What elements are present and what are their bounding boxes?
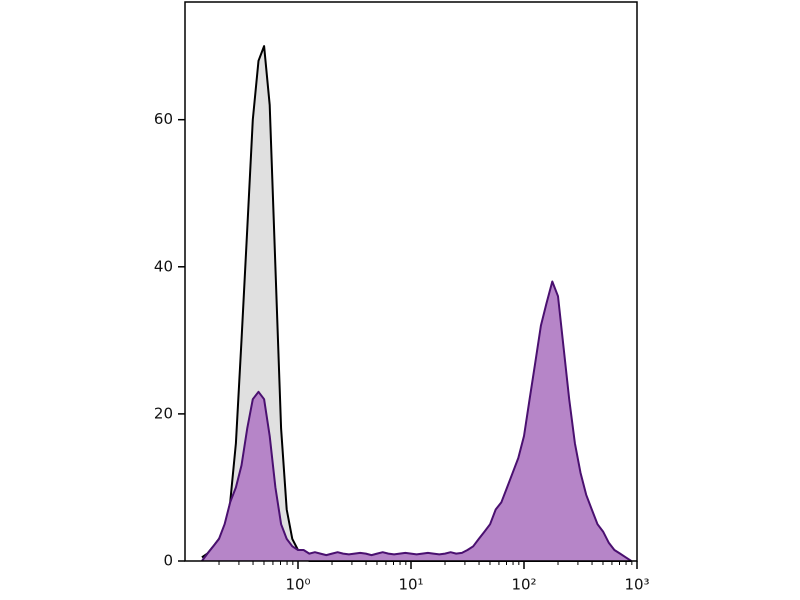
x-tick-label: 10² <box>511 576 536 594</box>
x-tick-label: 10¹ <box>398 576 423 594</box>
y-tick-label: 0 <box>163 552 173 570</box>
y-tick-label: 60 <box>154 110 173 128</box>
line <box>201 280 632 562</box>
y-tick-label: 40 <box>154 257 173 275</box>
area <box>201 281 632 561</box>
x-tick-label: 10³ <box>624 576 649 594</box>
y-tick-label: 20 <box>154 404 173 422</box>
x-tick-label: 10⁰ <box>285 576 310 594</box>
